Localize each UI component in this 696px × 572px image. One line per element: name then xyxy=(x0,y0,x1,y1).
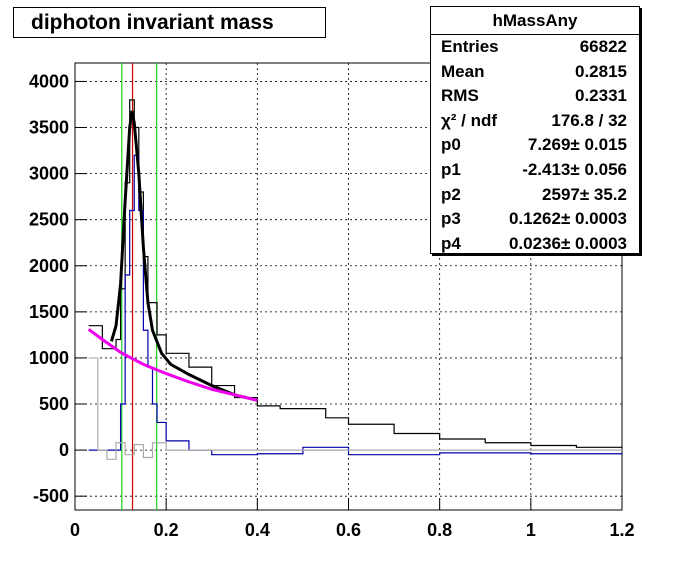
stats-key: p0 xyxy=(441,135,461,155)
stats-row: χ² / ndf 176.8 / 32 xyxy=(431,109,639,134)
x-tick-label: 1 xyxy=(526,520,536,540)
stats-value: -2.413± 0.056 xyxy=(522,159,627,179)
stats-key: Mean xyxy=(441,61,485,81)
stats-key: Entries xyxy=(441,37,499,56)
stats-key: p3 xyxy=(441,209,461,229)
y-tick-label: 0 xyxy=(59,440,69,460)
y-tick-label: 3500 xyxy=(29,118,69,138)
stats-value: 0.2331 xyxy=(575,86,627,106)
stats-key: χ² / ndf xyxy=(441,110,498,130)
stats-key: RMS xyxy=(441,86,479,106)
stats-box: hMassAny Entries 66822 Mean 0.2815 RMS 0.2331… xyxy=(430,6,640,254)
x-tick-label: 0.8 xyxy=(427,520,452,540)
x-tick-label: 0.2 xyxy=(154,520,179,540)
stats-key: p2 xyxy=(441,184,461,204)
stats-row: Entries 66822 xyxy=(431,35,639,60)
stats-row: p2 2597± 35.2 xyxy=(431,183,639,208)
stats-value: 176.8 / 32 xyxy=(551,110,627,130)
y-tick-label: 2000 xyxy=(29,256,69,276)
chart-title: diphoton invariant mass xyxy=(13,7,326,38)
stats-row: p4 0.0236± 0.0003 xyxy=(431,232,639,257)
series-line-3 xyxy=(110,110,258,402)
series-line-1 xyxy=(88,154,623,456)
stats-value: 2597± 35.2 xyxy=(542,184,627,204)
stats-row: p3 0.1262± 0.0003 xyxy=(431,207,639,232)
y-tick-label: 1500 xyxy=(29,302,69,322)
y-tick-label: 2500 xyxy=(29,210,69,230)
y-tick-label: -500 xyxy=(33,486,69,506)
stats-row: Mean 0.2815 xyxy=(431,60,639,85)
y-tick-label: 4000 xyxy=(29,71,69,91)
stats-box-name: hMassAny xyxy=(431,7,639,35)
stats-value: 0.2815 xyxy=(575,61,627,81)
x-tick-label: 1.2 xyxy=(609,520,634,540)
stats-row: p1 -2.413± 0.056 xyxy=(431,158,639,183)
x-tick-label: 0.4 xyxy=(245,520,270,540)
x-tick-label: 0 xyxy=(70,520,80,540)
y-tick-label: 1000 xyxy=(29,348,69,368)
series-line-2 xyxy=(88,357,622,460)
stats-row: p0 7.269± 0.015 xyxy=(431,133,639,158)
stats-key: p4 xyxy=(441,233,461,253)
stats-value: 0.0236± 0.0003 xyxy=(508,233,627,253)
y-tick-label: 500 xyxy=(39,394,69,414)
stats-row: RMS 0.2331 xyxy=(431,84,639,109)
stats-value: 0.1262± 0.0003 xyxy=(508,209,627,229)
y-tick-label: 3000 xyxy=(29,164,69,184)
series-line-4 xyxy=(87,328,258,402)
stats-key: p1 xyxy=(441,159,461,179)
stats-value: 7.269± 0.015 xyxy=(527,135,627,155)
stats-value: 66822 xyxy=(579,37,627,56)
x-tick-label: 0.6 xyxy=(336,520,361,540)
